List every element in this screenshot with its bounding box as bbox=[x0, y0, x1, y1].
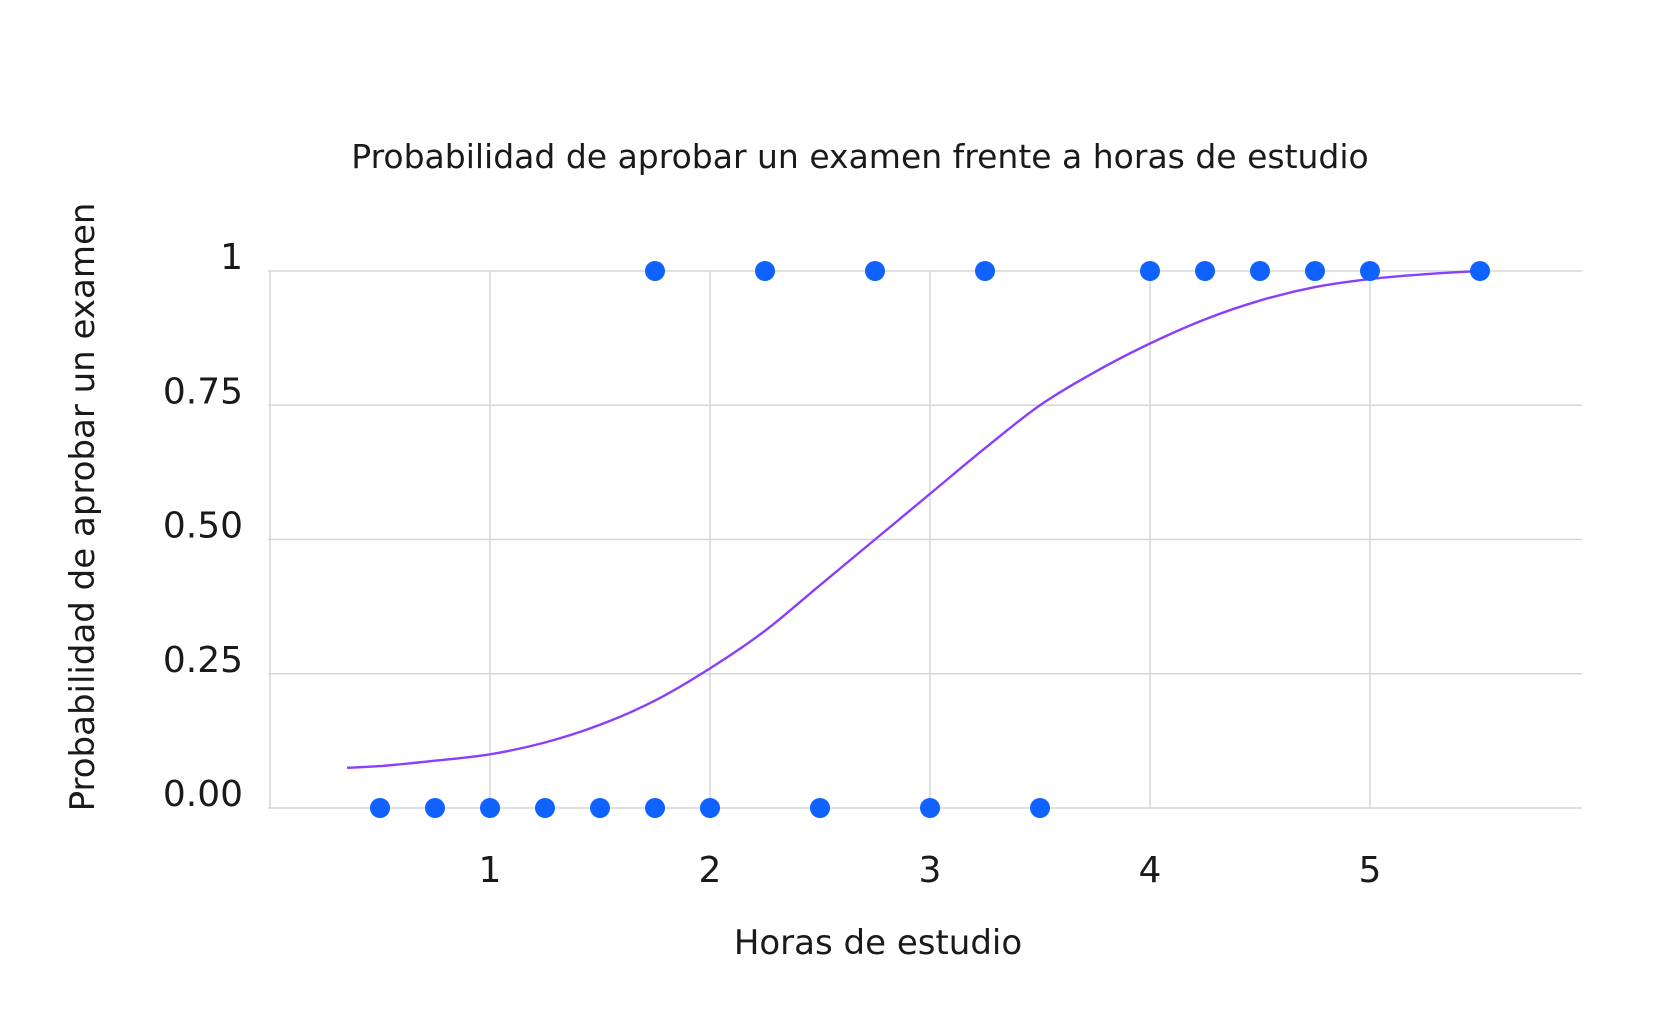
x-tick-label: 4 bbox=[1139, 850, 1162, 891]
x-tick-label: 1 bbox=[479, 850, 502, 891]
data-point bbox=[1140, 261, 1160, 281]
data-point bbox=[1470, 261, 1490, 281]
y-tick-label: 0.75 bbox=[163, 371, 243, 412]
y-tick-label: 1 bbox=[220, 237, 243, 278]
y-tick-label: 0.25 bbox=[163, 640, 243, 681]
x-axis-title: Horas de estudio bbox=[734, 923, 1022, 963]
data-point bbox=[975, 261, 995, 281]
data-point bbox=[865, 261, 885, 281]
data-point bbox=[590, 798, 610, 818]
data-point bbox=[1250, 261, 1270, 281]
curve-layer bbox=[346, 269, 1481, 769]
y-tick-label: 0.50 bbox=[163, 506, 243, 547]
data-point bbox=[480, 798, 500, 818]
data-point bbox=[1195, 261, 1215, 281]
data-point bbox=[645, 261, 665, 281]
data-point bbox=[810, 798, 830, 818]
data-point bbox=[1305, 261, 1325, 281]
data-point bbox=[700, 798, 720, 818]
data-point bbox=[425, 798, 445, 818]
chart-title: Probabilidad de aprobar un examen frente… bbox=[351, 137, 1369, 176]
x-tick-label: 3 bbox=[919, 850, 942, 891]
data-point bbox=[920, 798, 940, 818]
axis-ticks: 0.00 0.25 0.50 0.75 1 1 2 3 4 5 bbox=[163, 237, 1382, 891]
x-tick-label: 2 bbox=[699, 850, 722, 891]
data-point bbox=[1030, 798, 1050, 818]
data-point bbox=[645, 798, 665, 818]
data-point bbox=[755, 261, 775, 281]
y-tick-label: 0.00 bbox=[163, 774, 243, 815]
x-tick-label: 5 bbox=[1359, 850, 1382, 891]
logistic-curve bbox=[346, 269, 1481, 769]
y-axis-title: Probabilidad de aprobar un examen bbox=[63, 203, 103, 812]
grid-lines bbox=[268, 270, 1582, 809]
point-layer bbox=[370, 261, 1490, 818]
data-point bbox=[535, 798, 555, 818]
data-point bbox=[1360, 261, 1380, 281]
data-point bbox=[370, 798, 390, 818]
